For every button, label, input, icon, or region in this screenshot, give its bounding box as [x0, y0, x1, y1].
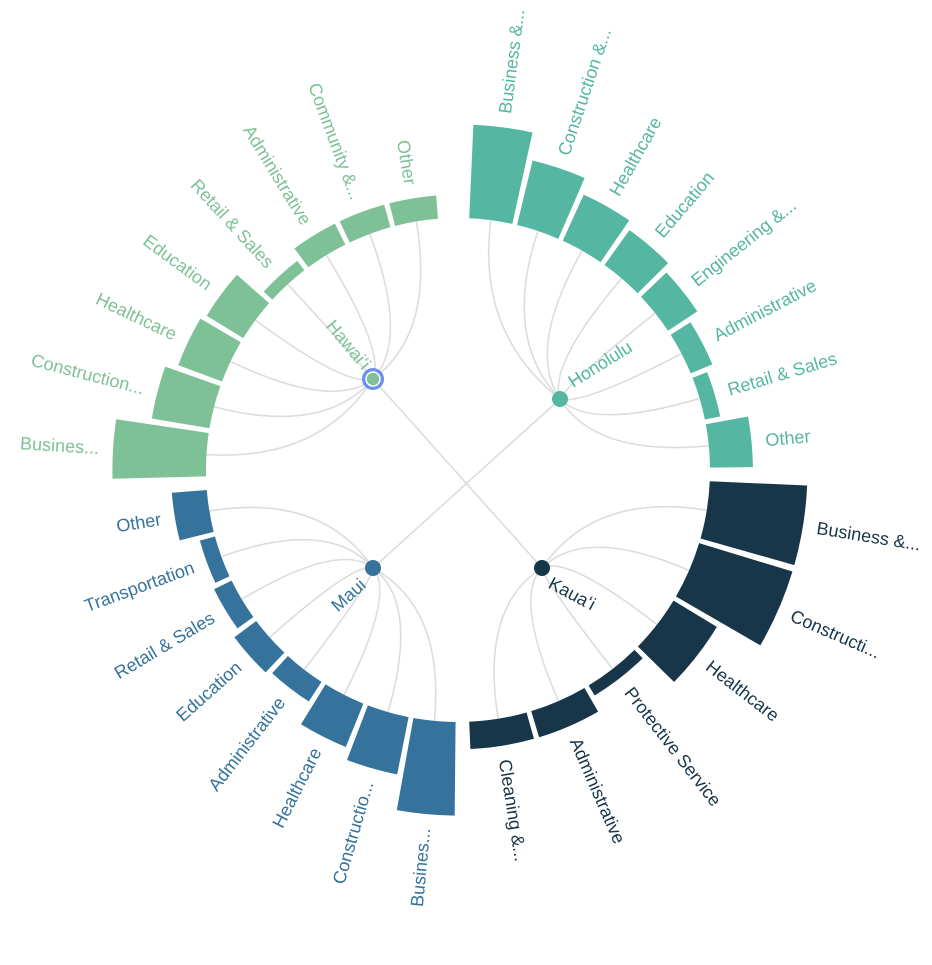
label-honolulu-other: Other	[765, 426, 812, 450]
hub-dot-hawaii[interactable]	[365, 371, 381, 387]
label-kauai-cleaning: Cleaning &...	[495, 758, 531, 863]
bar-hawaii-healthcare[interactable]	[178, 318, 241, 382]
label-kauai-healthcare: Healthcare	[702, 656, 783, 725]
bar-hawaii-administrative[interactable]	[294, 223, 346, 268]
label-honolulu-retail-sales: Retail & Sales	[725, 348, 839, 399]
label-maui-other: Other	[115, 509, 163, 536]
label-maui-retail-sales: Retail & Sales	[111, 608, 218, 683]
link-honolulu-1	[523, 230, 561, 400]
link-kauai-4	[530, 567, 560, 702]
link-honolulu-3	[557, 277, 623, 400]
link-maui-5	[241, 558, 374, 601]
link-maui-0	[372, 567, 437, 721]
link-hawaii-2	[230, 360, 374, 393]
label-hawaii-busines: Busines...	[20, 433, 100, 458]
hub-link-hawaii-kauai	[372, 378, 543, 569]
bar-honolulu-other[interactable]	[705, 416, 753, 468]
bar-maui-constructio[interactable]	[346, 705, 409, 775]
label-kauai-protective-service: Protective Service	[620, 683, 725, 810]
label-hawaii-healthcare: Healthcare	[93, 289, 180, 345]
bar-hawaii-education[interactable]	[206, 274, 270, 339]
label-hawaii-other: Other	[393, 139, 420, 187]
label-honolulu-education: Education	[651, 168, 718, 242]
label-kauai-business: Business &...	[815, 518, 922, 554]
label-maui-education: Education	[172, 657, 245, 725]
bar-maui-education[interactable]	[234, 620, 285, 673]
bar-kauai-healthcare[interactable]	[637, 600, 717, 682]
bars-layer	[112, 124, 808, 816]
label-honolulu-construction: Construction &...	[554, 26, 615, 159]
bar-maui-other[interactable]	[171, 489, 214, 541]
link-hawaii-7	[372, 221, 422, 380]
label-maui-healthcare: Healthcare	[268, 744, 325, 831]
label-hawaii-construction: Construction...	[29, 350, 146, 398]
bar-maui-busines[interactable]	[396, 718, 456, 816]
label-maui-transportation: Transportation	[82, 558, 197, 616]
bar-kauai-administrative[interactable]	[531, 687, 599, 738]
bar-honolulu-administrative[interactable]	[670, 322, 713, 374]
link-maui-1	[372, 567, 402, 713]
link-honolulu-6	[559, 397, 700, 416]
link-honolulu-0	[487, 220, 561, 400]
link-kauai-1	[541, 546, 690, 572]
bar-hawaii-other[interactable]	[389, 195, 439, 226]
bar-kauai-protective-service[interactable]	[588, 649, 643, 696]
bar-honolulu-business[interactable]	[469, 124, 533, 224]
label-maui-busines: Busines...	[407, 827, 434, 908]
hub-dot-maui[interactable]	[365, 560, 381, 576]
link-kauai-5	[493, 567, 543, 719]
bar-honolulu-engineering[interactable]	[640, 272, 698, 331]
bar-hawaii-busines[interactable]	[112, 419, 209, 479]
hub-link-maui-honolulu	[372, 398, 561, 569]
label-kauai-constructi: Constructi...	[787, 606, 883, 663]
bar-honolulu-education[interactable]	[604, 230, 669, 294]
bar-maui-administrative[interactable]	[272, 655, 322, 702]
link-maui-6	[221, 538, 374, 569]
label-hawaii-education: Education	[139, 231, 215, 295]
label-hawaii-community: Community &...	[304, 80, 366, 202]
link-honolulu-7	[559, 398, 709, 449]
link-hawaii-6	[368, 233, 392, 380]
link-hawaii-0	[206, 378, 374, 456]
label-hawaii-administrative: Administrative	[239, 122, 315, 229]
link-hawaii-1	[213, 378, 374, 418]
bar-hawaii-retail-sales[interactable]	[263, 260, 305, 300]
link-kauai-0	[541, 505, 707, 569]
label-maui-constructio: Constructio...	[329, 779, 378, 886]
bar-hawaii-construction[interactable]	[151, 366, 221, 429]
bar-hawaii-community[interactable]	[339, 204, 391, 243]
bar-honolulu-healthcare[interactable]	[562, 194, 630, 263]
bar-kauai-business[interactable]	[700, 481, 808, 566]
bar-maui-transportation[interactable]	[199, 536, 230, 583]
bar-maui-retail-sales[interactable]	[214, 580, 254, 629]
bar-maui-healthcare[interactable]	[300, 684, 364, 747]
hub-label-hawaii: Hawaiʻi	[322, 316, 375, 373]
hub-dot-kauai[interactable]	[534, 560, 550, 576]
label-maui-administrative: Administrative	[204, 693, 289, 795]
label-kauai-administrative: Administrative	[566, 735, 629, 847]
label-honolulu-healthcare: Healthcare	[605, 114, 665, 200]
links-layer	[206, 220, 709, 721]
bar-kauai-constructi[interactable]	[675, 543, 793, 646]
link-honolulu-2	[546, 250, 583, 400]
bar-honolulu-construction[interactable]	[517, 160, 585, 239]
hub-label-honolulu: Honolulu	[565, 337, 636, 392]
label-honolulu-administrative: Administrative	[710, 275, 820, 345]
hub-dot-honolulu[interactable]	[552, 391, 568, 407]
link-maui-7	[209, 506, 374, 569]
bar-kauai-cleaning[interactable]	[469, 712, 534, 750]
label-honolulu-business: Business &...	[495, 8, 529, 115]
label-hawaii-retail-sales: Retail & Sales	[187, 175, 278, 272]
bar-honolulu-retail-sales[interactable]	[692, 372, 721, 420]
label-honolulu-engineering: Engineering &...	[687, 195, 800, 290]
